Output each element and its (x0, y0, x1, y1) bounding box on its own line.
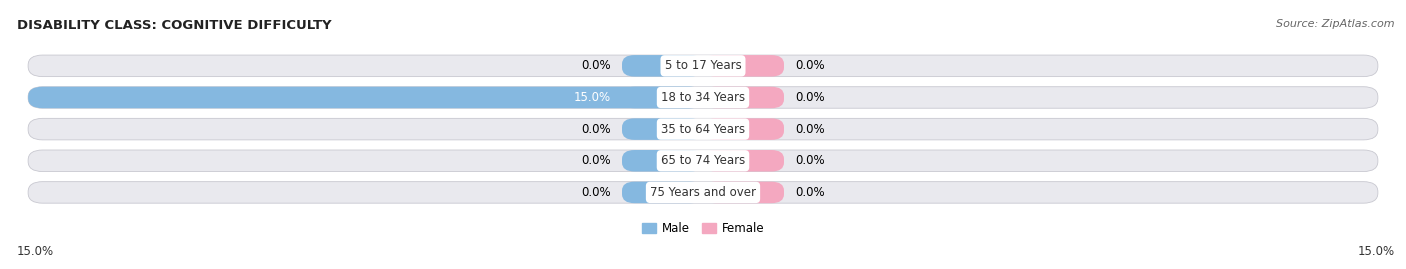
FancyBboxPatch shape (28, 182, 1378, 203)
FancyBboxPatch shape (28, 150, 1378, 172)
Text: 0.0%: 0.0% (796, 154, 825, 167)
Text: 35 to 64 Years: 35 to 64 Years (661, 123, 745, 136)
Text: 15.0%: 15.0% (1358, 245, 1395, 258)
Text: 0.0%: 0.0% (581, 186, 610, 199)
Text: 0.0%: 0.0% (581, 123, 610, 136)
FancyBboxPatch shape (703, 87, 785, 108)
FancyBboxPatch shape (621, 150, 703, 172)
FancyBboxPatch shape (28, 118, 1378, 140)
FancyBboxPatch shape (28, 87, 1378, 108)
Legend: Male, Female: Male, Female (637, 217, 769, 239)
FancyBboxPatch shape (28, 87, 703, 108)
Text: DISABILITY CLASS: COGNITIVE DIFFICULTY: DISABILITY CLASS: COGNITIVE DIFFICULTY (17, 19, 332, 32)
FancyBboxPatch shape (28, 55, 1378, 77)
FancyBboxPatch shape (703, 118, 785, 140)
Text: 0.0%: 0.0% (581, 59, 610, 72)
FancyBboxPatch shape (703, 55, 785, 77)
Text: Source: ZipAtlas.com: Source: ZipAtlas.com (1277, 19, 1395, 29)
Text: 15.0%: 15.0% (574, 91, 610, 104)
FancyBboxPatch shape (703, 150, 785, 172)
FancyBboxPatch shape (621, 118, 703, 140)
Text: 0.0%: 0.0% (796, 59, 825, 72)
Text: 0.0%: 0.0% (796, 123, 825, 136)
Text: 18 to 34 Years: 18 to 34 Years (661, 91, 745, 104)
FancyBboxPatch shape (703, 182, 785, 203)
FancyBboxPatch shape (621, 55, 703, 77)
FancyBboxPatch shape (621, 87, 703, 108)
FancyBboxPatch shape (621, 182, 703, 203)
Text: 75 Years and over: 75 Years and over (650, 186, 756, 199)
Text: 65 to 74 Years: 65 to 74 Years (661, 154, 745, 167)
Text: 0.0%: 0.0% (796, 186, 825, 199)
Text: 0.0%: 0.0% (581, 154, 610, 167)
Text: 15.0%: 15.0% (17, 245, 53, 258)
Text: 0.0%: 0.0% (796, 91, 825, 104)
Text: 5 to 17 Years: 5 to 17 Years (665, 59, 741, 72)
